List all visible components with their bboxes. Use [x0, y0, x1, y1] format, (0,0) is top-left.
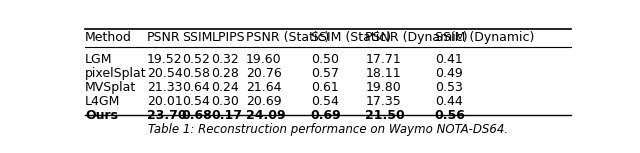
Text: 0.32: 0.32: [211, 52, 239, 65]
Text: 17.71: 17.71: [365, 52, 401, 65]
Text: 23.70: 23.70: [147, 109, 187, 122]
Text: SSIM (Static): SSIM (Static): [310, 31, 391, 44]
Text: 21.50: 21.50: [365, 109, 405, 122]
Text: 0.30: 0.30: [211, 95, 239, 108]
Text: 0.28: 0.28: [211, 67, 239, 80]
Text: 21.64: 21.64: [246, 81, 282, 94]
Text: 0.41: 0.41: [435, 52, 462, 65]
Text: 0.58: 0.58: [182, 67, 210, 80]
Text: 0.69: 0.69: [310, 109, 341, 122]
Text: Method: Method: [85, 31, 132, 44]
Text: 0.64: 0.64: [182, 81, 209, 94]
Text: 0.49: 0.49: [435, 67, 462, 80]
Text: 0.54: 0.54: [310, 95, 339, 108]
Text: PSNR (Dynamic): PSNR (Dynamic): [365, 31, 468, 44]
Text: 20.76: 20.76: [246, 67, 282, 80]
Text: SSIM: SSIM: [182, 31, 212, 44]
Text: 24.09: 24.09: [246, 109, 286, 122]
Text: 0.53: 0.53: [435, 81, 463, 94]
Text: 19.60: 19.60: [246, 52, 282, 65]
Text: 18.11: 18.11: [365, 67, 401, 80]
Text: L4GM: L4GM: [85, 95, 120, 108]
Text: 20.54: 20.54: [147, 67, 182, 80]
Text: Table 1: Reconstruction performance on Waymo NOTA-DS64.: Table 1: Reconstruction performance on W…: [148, 123, 508, 136]
Text: 0.50: 0.50: [310, 52, 339, 65]
Text: 20.01: 20.01: [147, 95, 182, 108]
Text: PSNR (Static): PSNR (Static): [246, 31, 330, 44]
Text: 0.52: 0.52: [182, 52, 209, 65]
Text: 0.61: 0.61: [310, 81, 339, 94]
Text: 19.52: 19.52: [147, 52, 182, 65]
Text: 0.54: 0.54: [182, 95, 209, 108]
Text: LPIPS: LPIPS: [211, 31, 245, 44]
Text: 0.44: 0.44: [435, 95, 462, 108]
Text: PSNR: PSNR: [147, 31, 180, 44]
Text: 20.69: 20.69: [246, 95, 282, 108]
Text: SSIM (Dynamic): SSIM (Dynamic): [435, 31, 534, 44]
Text: 19.80: 19.80: [365, 81, 401, 94]
Text: MVSplat: MVSplat: [85, 81, 136, 94]
Text: 21.33: 21.33: [147, 81, 182, 94]
Text: 17.35: 17.35: [365, 95, 401, 108]
Text: 0.57: 0.57: [310, 67, 339, 80]
Text: pixelSplat: pixelSplat: [85, 67, 147, 80]
Text: 0.24: 0.24: [211, 81, 239, 94]
Text: Ours: Ours: [85, 109, 118, 122]
Text: LGM: LGM: [85, 52, 113, 65]
Text: 0.68: 0.68: [182, 109, 212, 122]
Text: 0.56: 0.56: [435, 109, 465, 122]
Text: 0.17: 0.17: [211, 109, 243, 122]
